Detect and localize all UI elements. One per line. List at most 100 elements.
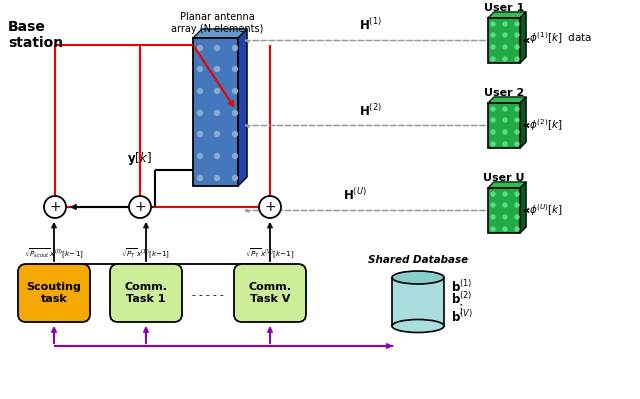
Ellipse shape [392,271,444,284]
Circle shape [198,45,202,51]
Circle shape [515,192,519,196]
Circle shape [198,67,202,71]
Circle shape [503,45,507,49]
Text: $\phi^{(U)}[k]$: $\phi^{(U)}[k]$ [529,203,563,218]
Circle shape [214,67,220,71]
Circle shape [198,154,202,158]
Polygon shape [488,103,520,148]
FancyBboxPatch shape [18,264,90,322]
Circle shape [503,192,507,196]
Circle shape [214,154,220,158]
Text: Base
station: Base station [8,20,63,50]
Circle shape [232,45,237,51]
Text: User 2: User 2 [484,88,524,98]
FancyBboxPatch shape [234,264,306,322]
Circle shape [259,196,281,218]
Circle shape [503,57,507,61]
Text: $+$: $+$ [49,200,61,214]
Text: User U: User U [483,173,525,183]
Circle shape [491,192,495,196]
Polygon shape [488,97,526,103]
Circle shape [198,89,202,93]
Text: $+$: $+$ [134,200,146,214]
Text: $\mathbf{b}^{(V)}$: $\mathbf{b}^{(V)}$ [451,310,473,326]
Circle shape [503,107,507,111]
Circle shape [491,142,495,146]
Circle shape [515,33,519,37]
Circle shape [491,227,495,231]
Ellipse shape [392,320,444,332]
Circle shape [214,89,220,93]
Polygon shape [488,12,526,18]
Text: - - - - -: - - - - - [192,290,224,300]
Circle shape [503,142,507,146]
Text: $\sqrt{P_T}\,x^{(V)}[k{-}1]$: $\sqrt{P_T}\,x^{(V)}[k{-}1]$ [245,246,294,260]
Text: $\mathbf{b}^{(2)}$: $\mathbf{b}^{(2)}$ [451,292,472,308]
Circle shape [491,22,495,26]
Circle shape [515,45,519,49]
Circle shape [503,215,507,219]
Text: $\mathbf{b}^{(1)}$: $\mathbf{b}^{(1)}$ [451,280,472,295]
Circle shape [491,107,495,111]
Circle shape [232,176,237,180]
Circle shape [515,107,519,111]
Circle shape [214,45,220,51]
Text: $\vdots$: $\vdots$ [454,302,463,316]
Circle shape [503,22,507,26]
Polygon shape [193,29,247,38]
Text: Comm.
Task 1: Comm. Task 1 [125,282,168,304]
Text: $\mathbf{H}^{(U)}$: $\mathbf{H}^{(U)}$ [343,188,367,203]
Circle shape [491,33,495,37]
Polygon shape [488,188,520,233]
Text: $\sqrt{P_T}\,x^{(1)}[k{-}1]$: $\sqrt{P_T}\,x^{(1)}[k{-}1]$ [122,246,171,260]
Polygon shape [520,97,526,148]
Text: $\mathbf{H}^{(1)}$: $\mathbf{H}^{(1)}$ [358,18,381,34]
Circle shape [214,176,220,180]
Polygon shape [238,29,247,186]
Circle shape [232,132,237,136]
Circle shape [491,45,495,49]
Polygon shape [488,18,520,63]
Text: $\mathbf{H}^{(2)}$: $\mathbf{H}^{(2)}$ [358,103,381,119]
Circle shape [198,111,202,115]
Polygon shape [520,12,526,63]
Circle shape [503,118,507,122]
Circle shape [198,176,202,180]
Circle shape [198,132,202,136]
Circle shape [503,203,507,207]
Text: Planar antenna
array (N elements): Planar antenna array (N elements) [172,12,264,34]
Circle shape [214,132,220,136]
Circle shape [503,33,507,37]
Text: $\sqrt{P_{scout}}\,x^{(0)}[k{-}1]$: $\sqrt{P_{scout}}\,x^{(0)}[k{-}1]$ [24,246,84,260]
Circle shape [515,22,519,26]
Circle shape [232,154,237,158]
Polygon shape [193,38,238,186]
Circle shape [491,203,495,207]
Text: $+$: $+$ [264,200,276,214]
Circle shape [129,196,151,218]
Circle shape [515,203,519,207]
Text: Shared Database: Shared Database [368,255,468,265]
Text: Comm.
Task V: Comm. Task V [248,282,291,304]
Text: $\phi^{(1)}[k]$  data: $\phi^{(1)}[k]$ data [529,31,593,46]
Circle shape [491,118,495,122]
FancyBboxPatch shape [110,264,182,322]
Circle shape [515,130,519,134]
Text: $\phi^{(2)}[k]$: $\phi^{(2)}[k]$ [529,118,563,133]
Polygon shape [520,182,526,233]
Text: $\mathbf{y}[k]$: $\mathbf{y}[k]$ [127,150,152,167]
Circle shape [232,67,237,71]
Circle shape [515,142,519,146]
Circle shape [214,111,220,115]
Circle shape [491,215,495,219]
Circle shape [491,57,495,61]
Circle shape [503,227,507,231]
Polygon shape [392,277,444,326]
Circle shape [44,196,66,218]
Text: Scouting
task: Scouting task [27,282,81,304]
Circle shape [491,130,495,134]
Circle shape [232,111,237,115]
Text: User 1: User 1 [484,3,524,13]
Circle shape [515,227,519,231]
Circle shape [515,215,519,219]
